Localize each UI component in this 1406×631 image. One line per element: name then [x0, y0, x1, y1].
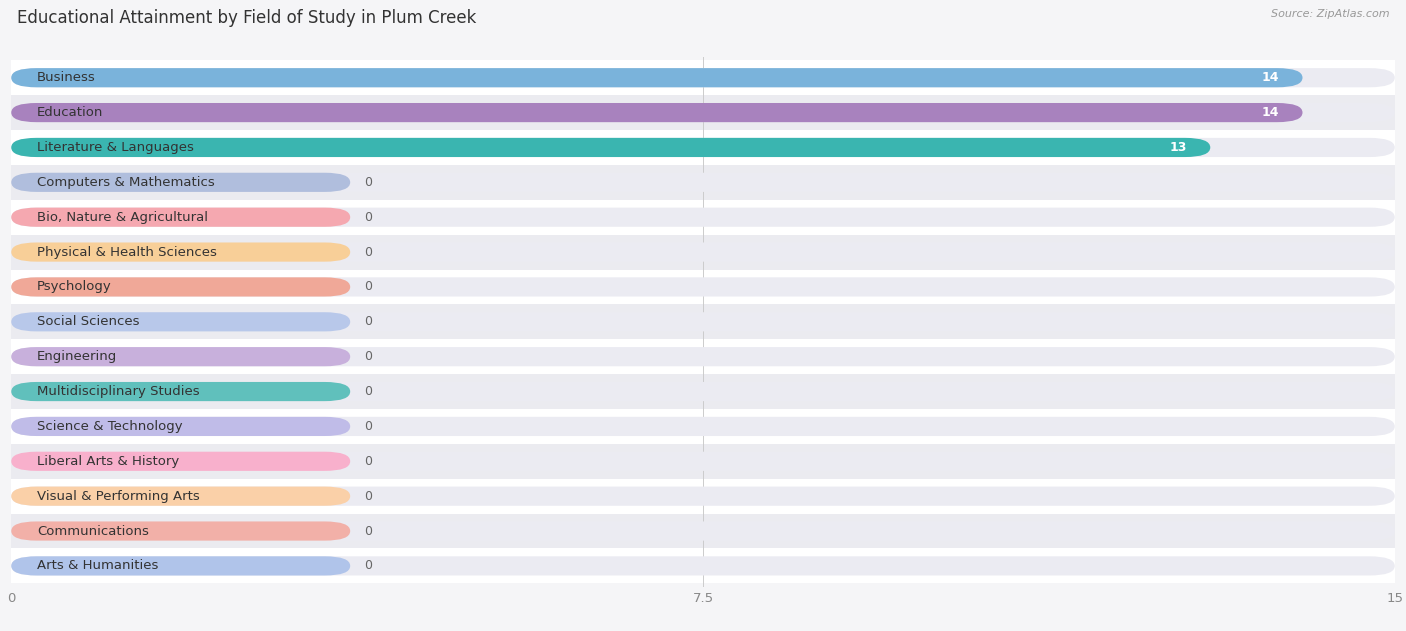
Text: Source: ZipAtlas.com: Source: ZipAtlas.com [1271, 9, 1389, 20]
FancyBboxPatch shape [11, 242, 350, 262]
Bar [0, 95, 1406, 130]
FancyBboxPatch shape [11, 312, 1395, 331]
Text: Computers & Mathematics: Computers & Mathematics [37, 176, 215, 189]
Text: 0: 0 [364, 560, 373, 572]
Text: 0: 0 [364, 211, 373, 224]
Bar [0, 61, 1406, 95]
Text: Engineering: Engineering [37, 350, 117, 363]
FancyBboxPatch shape [11, 103, 1302, 122]
Bar [0, 548, 1406, 583]
FancyBboxPatch shape [11, 452, 1395, 471]
FancyBboxPatch shape [11, 521, 1395, 541]
Bar [0, 374, 1406, 409]
FancyBboxPatch shape [11, 173, 1395, 192]
FancyBboxPatch shape [11, 68, 1395, 87]
FancyBboxPatch shape [11, 487, 350, 506]
Bar [0, 165, 1406, 200]
Text: Arts & Humanities: Arts & Humanities [37, 560, 159, 572]
FancyBboxPatch shape [11, 138, 1395, 157]
Text: 0: 0 [364, 490, 373, 503]
Text: Bio, Nature & Agricultural: Bio, Nature & Agricultural [37, 211, 208, 224]
FancyBboxPatch shape [11, 278, 350, 297]
Text: 0: 0 [364, 316, 373, 328]
Bar [0, 235, 1406, 269]
Bar [0, 304, 1406, 339]
FancyBboxPatch shape [11, 103, 1395, 122]
FancyBboxPatch shape [11, 208, 1395, 227]
FancyBboxPatch shape [11, 487, 1395, 506]
Text: 14: 14 [1263, 71, 1279, 84]
Text: 0: 0 [364, 280, 373, 293]
Bar [0, 444, 1406, 479]
Text: 0: 0 [364, 350, 373, 363]
Bar [0, 339, 1406, 374]
Text: Physical & Health Sciences: Physical & Health Sciences [37, 245, 217, 259]
FancyBboxPatch shape [11, 278, 1395, 297]
Text: Psychology: Psychology [37, 280, 112, 293]
Text: 0: 0 [364, 420, 373, 433]
Text: 0: 0 [364, 245, 373, 259]
FancyBboxPatch shape [11, 347, 350, 366]
FancyBboxPatch shape [11, 521, 350, 541]
FancyBboxPatch shape [11, 68, 1302, 87]
Text: Communications: Communications [37, 524, 149, 538]
Text: 0: 0 [364, 176, 373, 189]
FancyBboxPatch shape [11, 557, 350, 575]
Bar [0, 269, 1406, 304]
Text: Educational Attainment by Field of Study in Plum Creek: Educational Attainment by Field of Study… [17, 9, 477, 28]
Text: 0: 0 [364, 524, 373, 538]
FancyBboxPatch shape [11, 173, 350, 192]
FancyBboxPatch shape [11, 557, 1395, 575]
Text: Social Sciences: Social Sciences [37, 316, 139, 328]
Text: Literature & Languages: Literature & Languages [37, 141, 194, 154]
FancyBboxPatch shape [11, 242, 1395, 262]
Text: Multidisciplinary Studies: Multidisciplinary Studies [37, 385, 200, 398]
FancyBboxPatch shape [11, 208, 350, 227]
FancyBboxPatch shape [11, 347, 1395, 366]
Bar [0, 479, 1406, 514]
Text: Education: Education [37, 106, 104, 119]
Text: 0: 0 [364, 455, 373, 468]
Bar [0, 409, 1406, 444]
Text: 13: 13 [1170, 141, 1187, 154]
FancyBboxPatch shape [11, 417, 350, 436]
Bar [0, 130, 1406, 165]
FancyBboxPatch shape [11, 382, 350, 401]
Text: Liberal Arts & History: Liberal Arts & History [37, 455, 180, 468]
Text: 0: 0 [364, 385, 373, 398]
FancyBboxPatch shape [11, 138, 1211, 157]
Text: 14: 14 [1263, 106, 1279, 119]
Bar [0, 200, 1406, 235]
FancyBboxPatch shape [11, 417, 1395, 436]
Text: Business: Business [37, 71, 96, 84]
FancyBboxPatch shape [11, 382, 1395, 401]
Bar [0, 514, 1406, 548]
FancyBboxPatch shape [11, 312, 350, 331]
Text: Visual & Performing Arts: Visual & Performing Arts [37, 490, 200, 503]
FancyBboxPatch shape [11, 452, 350, 471]
Text: Science & Technology: Science & Technology [37, 420, 183, 433]
